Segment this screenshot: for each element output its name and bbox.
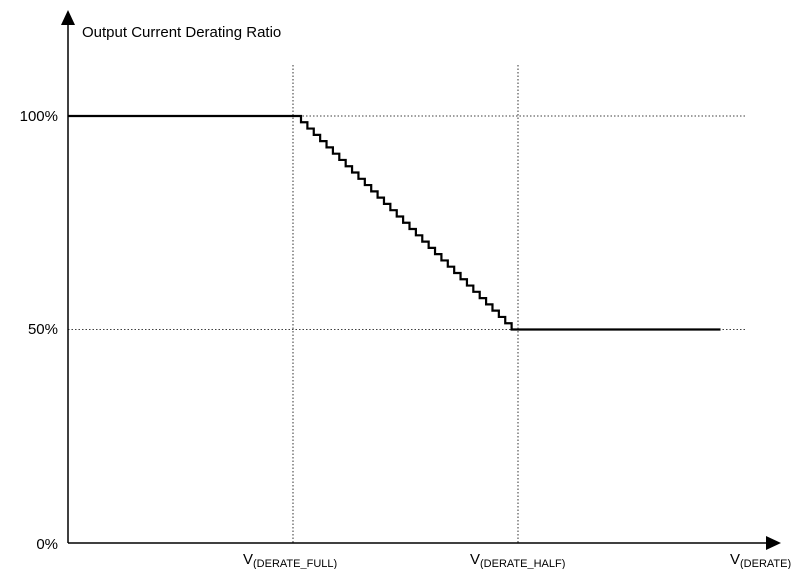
x-tick-label-derate-half: V(DERATE_HALF) xyxy=(470,551,565,569)
y-tick-label-100: 100% xyxy=(20,108,58,125)
y-axis-title: Output Current Derating Ratio xyxy=(82,24,281,41)
series-line xyxy=(68,114,721,331)
x-axis-arrow-icon xyxy=(766,536,781,550)
x-tick-label-derate-full: V(DERATE_FULL) xyxy=(243,551,337,569)
guide-lines xyxy=(68,65,745,543)
y-tick-label-0: 0% xyxy=(36,536,58,553)
y-axis-arrow-icon xyxy=(61,10,75,25)
y-tick-label-50: 50% xyxy=(28,321,58,338)
x-tick-label-derate: V(DERATE) xyxy=(730,551,791,569)
